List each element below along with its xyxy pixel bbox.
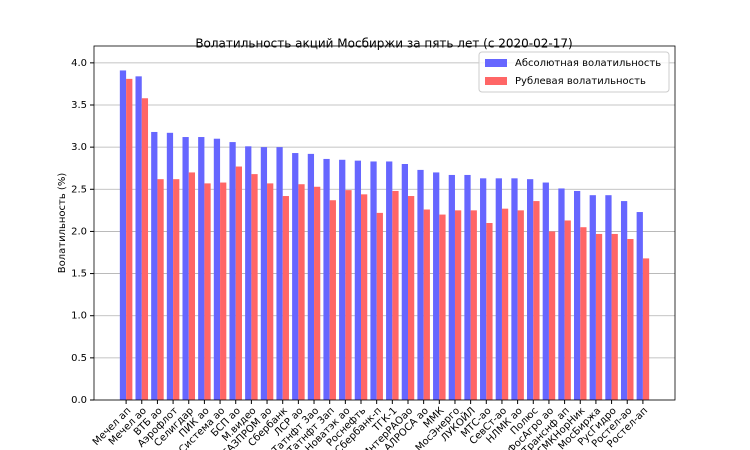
bar: [235, 166, 242, 400]
bar: [376, 212, 383, 400]
bar: [251, 174, 258, 400]
bar: [188, 172, 196, 400]
y-tick-label: 0.0: [71, 395, 87, 406]
bar: [370, 161, 377, 400]
bar: [245, 146, 252, 400]
bar: [605, 195, 612, 400]
legend-box: [478, 51, 670, 93]
bar: [533, 201, 540, 400]
bar: [439, 214, 446, 400]
y-tick-label: 4.0: [71, 58, 87, 69]
bar: [627, 239, 634, 400]
bar: [276, 147, 283, 400]
bar: [173, 179, 180, 400]
bar: [464, 174, 471, 400]
bar: [157, 179, 164, 400]
bar: [345, 190, 352, 400]
bar: [213, 138, 221, 400]
bar: [229, 142, 236, 401]
legend-swatch: [485, 59, 507, 67]
bar: [517, 210, 524, 400]
bar: [580, 227, 587, 400]
y-tick-label: 0.5: [71, 353, 87, 364]
bar: [267, 183, 274, 400]
bar: [361, 194, 368, 400]
bar: [642, 258, 650, 400]
bar: [448, 174, 455, 400]
bar: [182, 137, 189, 400]
bar: [298, 184, 305, 400]
legend-label: Абсолютная волатильность: [515, 58, 661, 69]
bar: [564, 220, 571, 400]
bar: [135, 76, 142, 400]
bar: [433, 172, 440, 400]
bar: [119, 70, 127, 400]
bar: [354, 160, 362, 400]
y-tick-label: 3.5: [71, 100, 87, 111]
bar: [620, 201, 628, 400]
bar: [151, 131, 158, 400]
bar: [595, 233, 603, 400]
legend-swatch: [485, 77, 507, 85]
chart-title: Волатильность акций Мосбиржи за пять лет…: [195, 37, 572, 51]
bar: [486, 223, 493, 400]
bar: [323, 158, 330, 400]
bar: [511, 178, 518, 400]
bar: [542, 182, 549, 400]
bar: [329, 200, 336, 400]
bar: [558, 188, 565, 400]
y-tick-label: 2.5: [71, 184, 87, 195]
bar: [166, 132, 174, 401]
bar: [198, 137, 205, 400]
bar: [407, 196, 415, 400]
y-tick-label: 1.5: [71, 269, 87, 280]
legend-label: Рублевая волатильность: [515, 76, 646, 87]
y-tick-label: 2.0: [71, 226, 87, 237]
bar: [423, 209, 430, 400]
bar: [501, 208, 509, 400]
bar: [636, 212, 643, 400]
bar: [611, 233, 618, 400]
bar: [260, 147, 268, 400]
bar: [220, 182, 227, 400]
bar: [480, 178, 487, 400]
bar: [282, 196, 289, 400]
y-tick-label: 3.0: [71, 142, 87, 153]
bar: [141, 98, 149, 400]
bar: [392, 190, 399, 400]
bar: [307, 153, 315, 400]
bar: [417, 169, 424, 400]
bar: [527, 179, 534, 400]
bar: [548, 231, 556, 400]
bar: [204, 183, 211, 400]
plot-frame: [93, 45, 676, 401]
bar: [589, 195, 596, 400]
bar: [292, 153, 299, 400]
y-tick-label: 1.0: [71, 311, 87, 322]
bar: [314, 186, 321, 400]
y-axis-label: Волатильность (%): [57, 173, 68, 274]
bar: [126, 78, 133, 400]
bar: [470, 210, 477, 400]
bar: [386, 161, 393, 400]
bar: [495, 178, 502, 400]
bar: [339, 159, 346, 400]
bar: [454, 210, 462, 400]
bar: [573, 190, 581, 400]
bar: [401, 164, 408, 400]
